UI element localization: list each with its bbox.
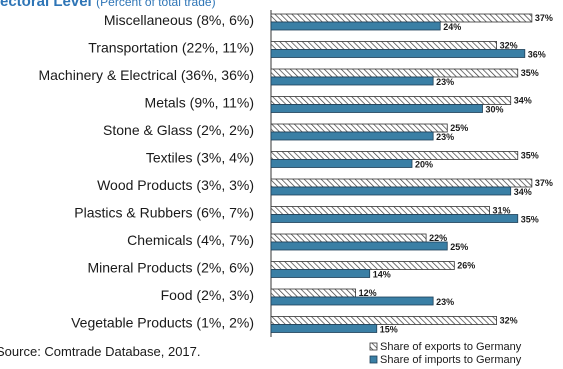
category-label: Stone & Glass (2%, 2%) bbox=[103, 122, 254, 138]
chart-title: ectoral Level (Percent of total trade) bbox=[0, 0, 216, 11]
bar-exports bbox=[270, 206, 490, 215]
bar-imports bbox=[270, 49, 526, 58]
category-label: Mineral Products (2%, 6%) bbox=[87, 260, 254, 276]
value-labels-group: 37%24%32%36%35%23%34%30%25%23%35%20%37%3… bbox=[359, 13, 553, 335]
value-label-imports: 20% bbox=[415, 160, 433, 170]
category-label: Textiles (3%, 4%) bbox=[146, 150, 254, 166]
bar-imports bbox=[270, 324, 378, 333]
value-label-imports: 23% bbox=[436, 77, 454, 87]
category-label: Vegetable Products (1%, 2%) bbox=[71, 315, 254, 331]
category-label: Wood Products (3%, 3%) bbox=[97, 177, 254, 193]
bar-exports bbox=[270, 316, 498, 325]
value-label-exports: 34% bbox=[514, 96, 532, 106]
bar-imports bbox=[270, 269, 371, 278]
value-label-imports: 35% bbox=[521, 215, 539, 225]
bar-exports bbox=[270, 261, 455, 270]
bar-imports bbox=[270, 214, 519, 223]
bar-imports bbox=[270, 296, 434, 306]
value-label-imports: 23% bbox=[436, 132, 454, 142]
source-note: Source: Comtrade Database, 2017. bbox=[0, 344, 201, 359]
value-label-exports: 25% bbox=[450, 123, 468, 133]
bar-imports bbox=[270, 21, 441, 31]
bar-exports bbox=[270, 123, 448, 133]
value-label-imports: 34% bbox=[514, 187, 532, 197]
bar-imports bbox=[270, 186, 512, 196]
bar-exports bbox=[270, 178, 533, 188]
bar-exports bbox=[270, 233, 427, 243]
legend: Share of exports to Germany Share of imp… bbox=[369, 341, 522, 366]
category-label: Miscellaneous (8%, 6%) bbox=[104, 12, 254, 28]
bar-imports bbox=[270, 241, 448, 251]
value-label-exports: 22% bbox=[429, 233, 447, 243]
bars-group bbox=[270, 13, 533, 333]
value-label-imports: 14% bbox=[373, 270, 391, 280]
chart-title-sub: (Percent of total trade) bbox=[96, 0, 216, 9]
value-label-imports: 36% bbox=[528, 50, 546, 60]
category-label: Machinery & Electrical (36%, 36%) bbox=[38, 67, 254, 83]
bar-imports bbox=[270, 76, 434, 86]
chart-title-main: ectoral Level bbox=[0, 0, 92, 10]
category-labels-group: Miscellaneous (8%, 6%) Transportation (22… bbox=[38, 12, 254, 331]
bar-exports bbox=[270, 96, 512, 105]
bar-imports bbox=[270, 131, 434, 141]
category-label: Plastics & Rubbers (6%, 7%) bbox=[74, 205, 254, 221]
bar-exports bbox=[270, 13, 533, 23]
category-label: Chemicals (4%, 7%) bbox=[127, 232, 254, 248]
legend-label-imports: Share of imports to Germany bbox=[380, 354, 522, 366]
value-label-imports: 23% bbox=[436, 297, 454, 307]
value-label-exports: 26% bbox=[457, 261, 475, 271]
category-label: Transportation (22%, 11%) bbox=[88, 40, 254, 56]
bar-exports bbox=[270, 288, 356, 298]
bar-imports bbox=[270, 159, 413, 168]
value-label-imports: 24% bbox=[443, 22, 461, 32]
legend-label-exports: Share of exports to Germany bbox=[380, 341, 522, 353]
category-label: Metals (9%, 11%) bbox=[145, 95, 254, 111]
bar-exports bbox=[270, 151, 519, 160]
value-label-imports: 25% bbox=[450, 242, 468, 252]
value-label-exports: 31% bbox=[493, 206, 511, 216]
legend-swatch-imports bbox=[369, 355, 378, 364]
value-label-exports: 32% bbox=[500, 41, 518, 51]
category-label: Food (2%, 3%) bbox=[161, 287, 254, 303]
value-label-exports: 35% bbox=[521, 151, 539, 161]
value-label-exports: 12% bbox=[359, 288, 377, 298]
value-label-exports: 37% bbox=[535, 13, 553, 23]
value-label-exports: 37% bbox=[535, 178, 553, 188]
value-label-exports: 32% bbox=[500, 316, 518, 326]
bar-exports bbox=[270, 68, 519, 78]
bar-exports bbox=[270, 41, 498, 50]
value-label-imports: 15% bbox=[380, 325, 398, 335]
bar-imports bbox=[270, 104, 483, 113]
value-label-exports: 35% bbox=[521, 68, 539, 78]
legend-swatch-exports bbox=[369, 342, 378, 351]
value-label-imports: 30% bbox=[486, 105, 504, 115]
